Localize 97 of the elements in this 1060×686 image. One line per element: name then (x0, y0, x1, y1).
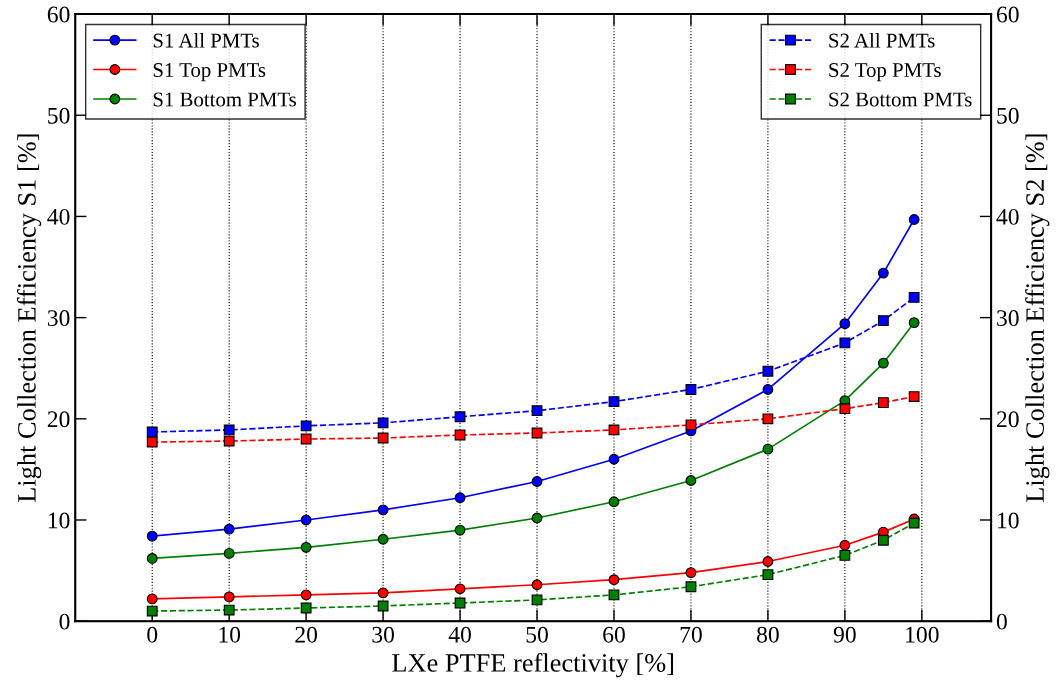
y2-tick-label: 0 (996, 613, 1007, 630)
point (454, 492, 466, 504)
x-tick-label: 20 (295, 626, 318, 643)
y-tick-label: 60 (47, 6, 70, 23)
y2-axis-title: Light Collection Efficiency S2 [%] (1025, 134, 1050, 503)
point (839, 318, 851, 330)
y-axis-title: Light Collection Efficiency S1 [%] (16, 134, 42, 503)
y2-tick-label: 40 (996, 208, 1019, 225)
point (685, 567, 697, 579)
point (762, 365, 774, 377)
point (223, 604, 235, 616)
point (908, 214, 920, 225)
point (300, 514, 312, 526)
x-tick-label: 60 (603, 626, 625, 643)
legend-label: S1 Top PMTs (153, 63, 266, 82)
y-tick-label: 40 (47, 208, 70, 225)
point (762, 443, 774, 455)
point (454, 583, 466, 595)
x-axis-title: LXe PTFE reflectivity [%] (392, 653, 674, 678)
point (877, 397, 889, 409)
point (908, 517, 920, 529)
point (300, 541, 312, 553)
point (839, 539, 851, 551)
point (608, 496, 620, 508)
legend-label: S2 Bottom PMTs (829, 92, 972, 107)
point (146, 530, 158, 542)
point (377, 587, 389, 599)
point (300, 589, 312, 601)
point (877, 315, 889, 327)
point (377, 504, 389, 516)
y2-tick-label: 30 (997, 310, 1019, 327)
point (685, 384, 697, 395)
point (908, 291, 920, 303)
x-tick-label: 80 (757, 626, 779, 643)
point (454, 411, 466, 423)
legend-label: S1 Bottom PMTs (153, 92, 297, 107)
point (877, 534, 889, 546)
point (531, 512, 543, 524)
point (223, 435, 235, 447)
legend-label: S1 All PMTs (153, 32, 259, 48)
y2-tick-label: 10 (998, 512, 1019, 529)
point (762, 556, 774, 567)
point (608, 396, 620, 408)
x-tick-label: 0 (147, 626, 158, 643)
y2-tick-label: 20 (997, 411, 1019, 428)
point (685, 475, 697, 486)
x-tick-label: 100 (906, 626, 939, 643)
point (146, 593, 158, 605)
x-tick-label: 50 (526, 626, 548, 643)
point (762, 384, 774, 395)
point (146, 553, 158, 564)
point (685, 419, 697, 431)
point (839, 403, 851, 415)
y-tick-label: 50 (48, 107, 70, 124)
point (377, 533, 389, 545)
point (908, 391, 920, 402)
x-tick-label: 30 (372, 626, 395, 643)
point (223, 547, 235, 559)
legend-label: S2 All PMTs (829, 32, 935, 48)
y-tick-label: 30 (47, 310, 70, 327)
point (608, 574, 620, 586)
point (762, 413, 774, 425)
point (608, 589, 620, 601)
point (377, 432, 389, 444)
legend-label: S2 Top PMTs (829, 63, 941, 82)
y-tick-label: 20 (47, 411, 70, 428)
x-tick-label: 90 (833, 626, 856, 643)
y2-tick-label: 60 (996, 6, 1019, 23)
x-tick-label: 40 (448, 626, 471, 643)
point (146, 426, 158, 438)
point (839, 337, 851, 349)
point (454, 524, 466, 536)
point (300, 433, 312, 445)
point (531, 476, 543, 487)
y-tick-label: 0 (59, 613, 70, 630)
point (531, 405, 543, 417)
point (877, 357, 889, 369)
point (146, 605, 158, 617)
x-tick-label: 70 (680, 626, 702, 643)
point (531, 579, 543, 591)
point (762, 569, 774, 581)
point (223, 424, 235, 436)
point (146, 436, 158, 448)
x-tick-label: 10 (219, 626, 241, 643)
point (377, 417, 389, 429)
point (839, 549, 851, 561)
point (300, 420, 312, 432)
point (608, 453, 620, 465)
point (223, 591, 235, 603)
point (300, 602, 312, 614)
y2-tick-label: 50 (997, 107, 1019, 124)
y-tick-label: 10 (48, 512, 70, 529)
point (377, 600, 389, 612)
point (908, 317, 920, 329)
point (877, 267, 889, 279)
point (223, 523, 235, 535)
point (685, 581, 697, 593)
